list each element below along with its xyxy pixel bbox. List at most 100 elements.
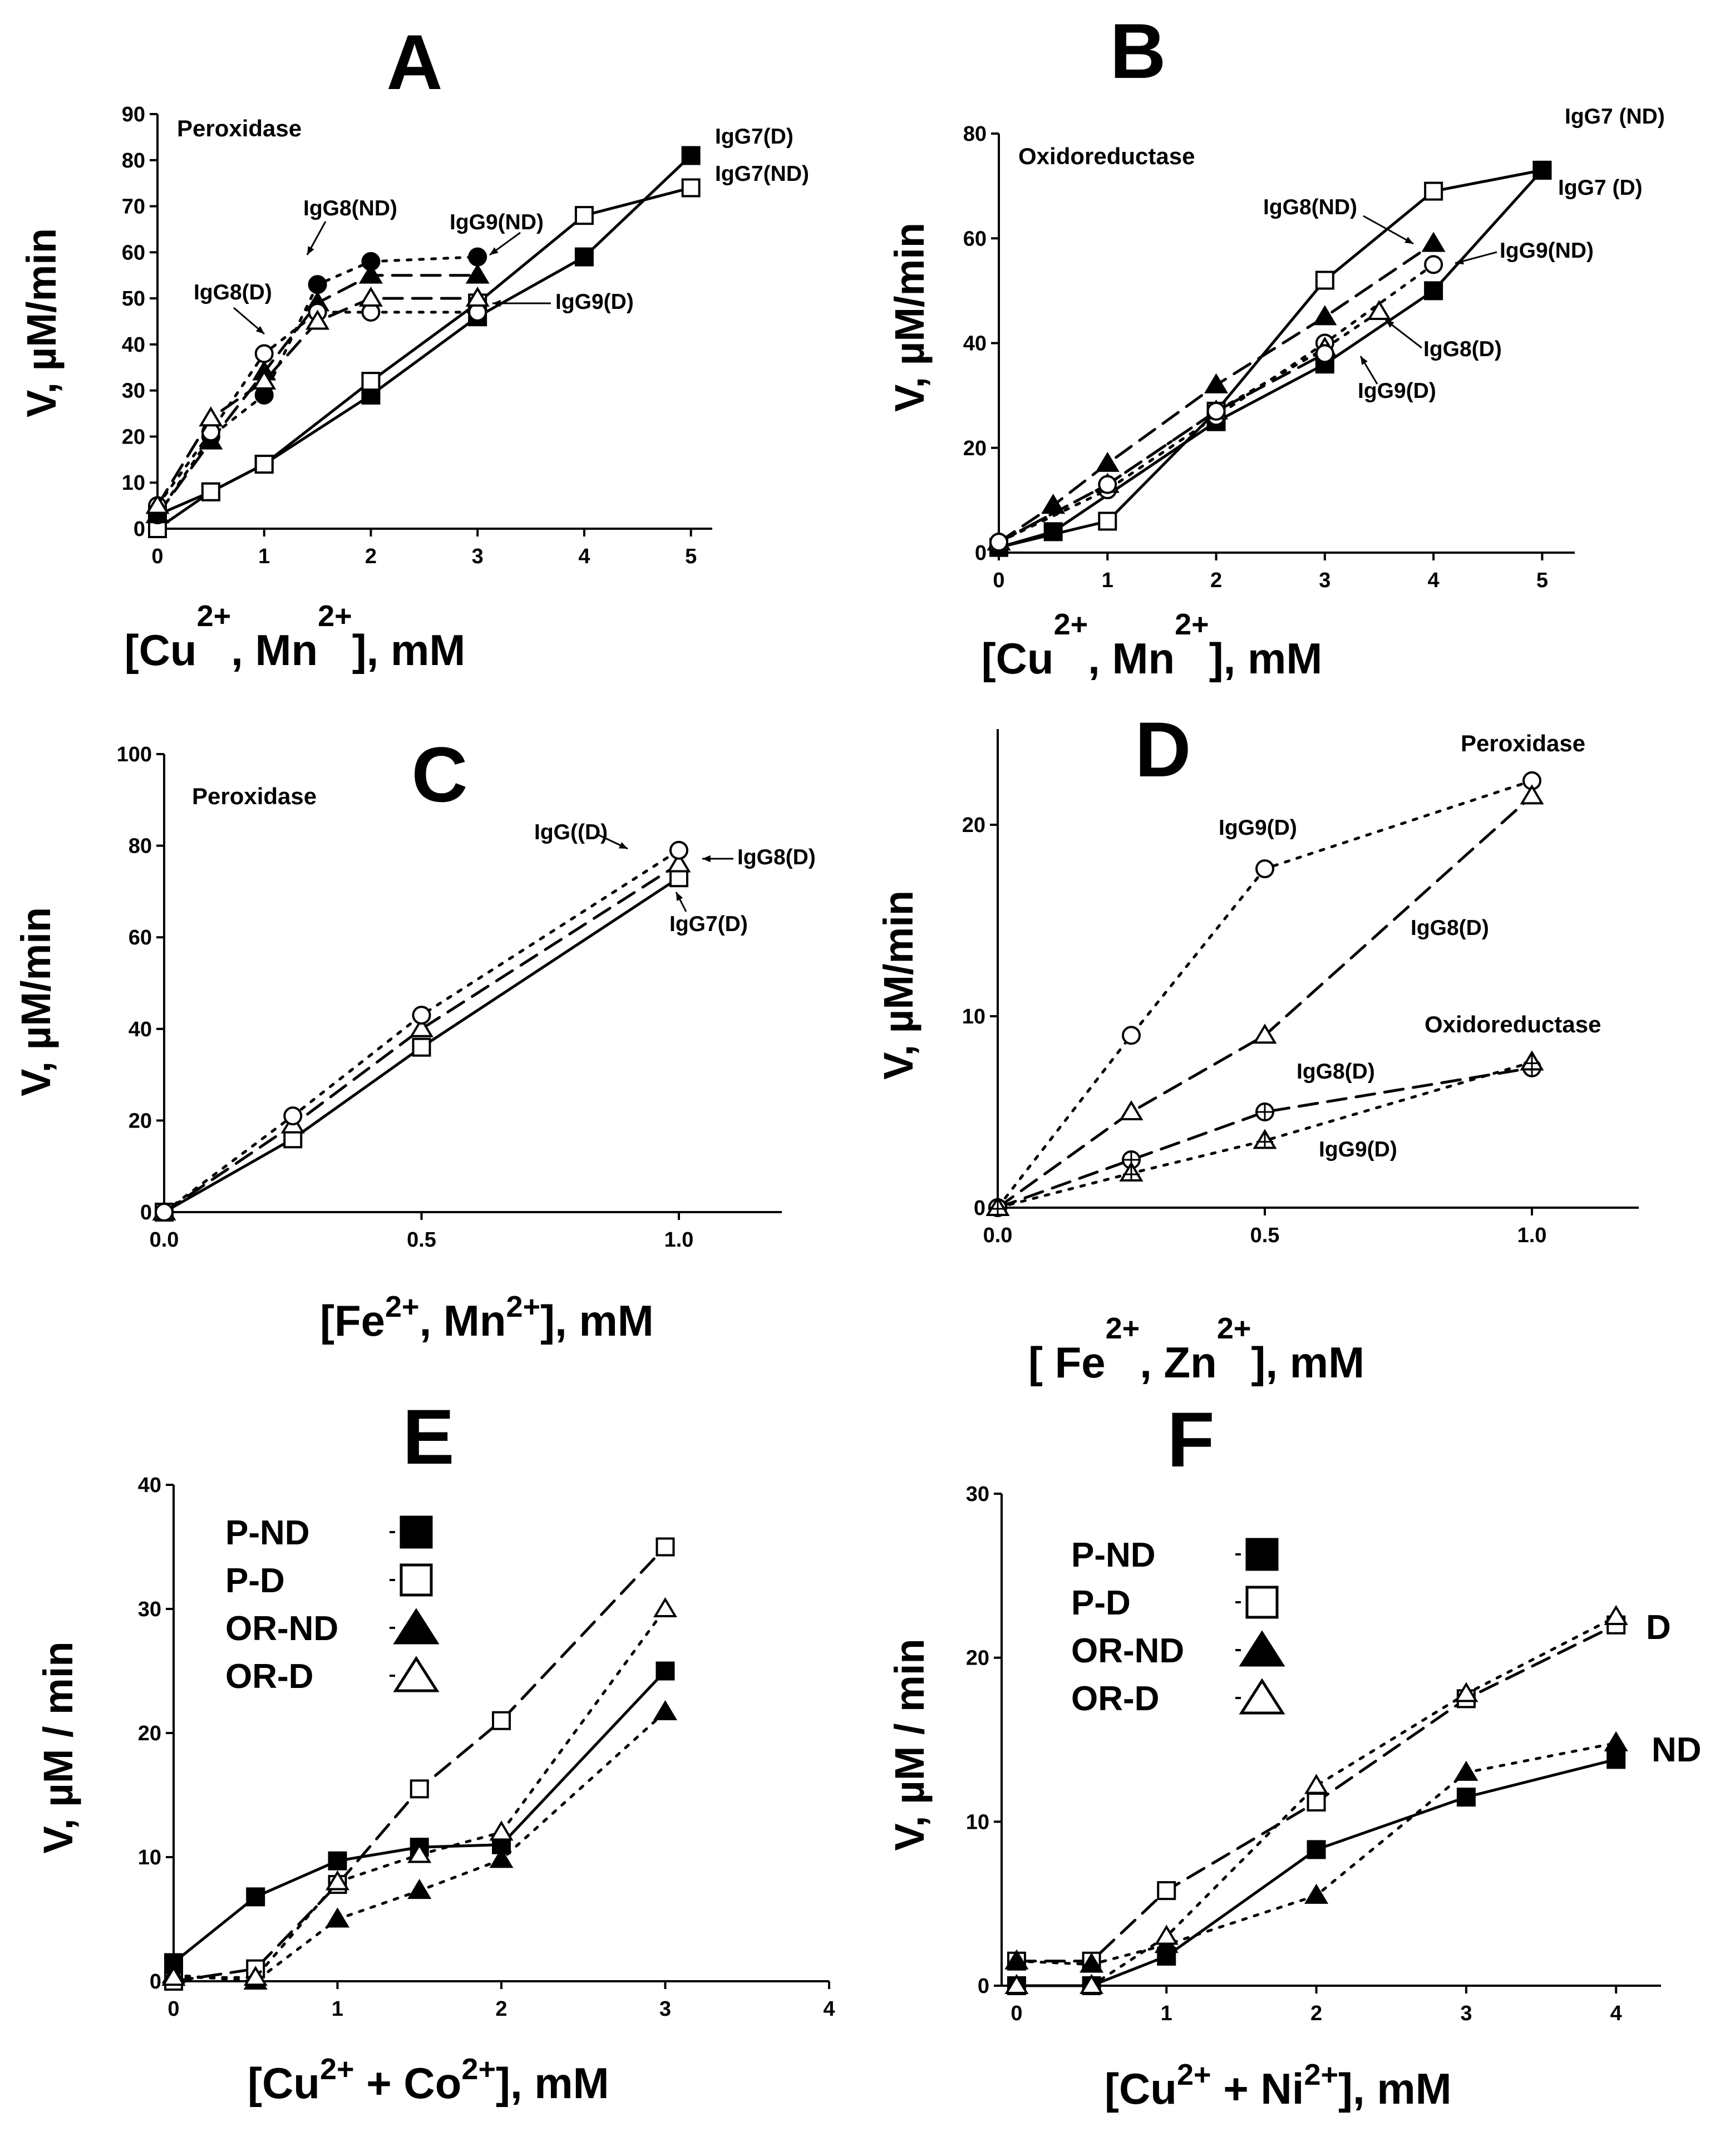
y-axis-label: V, µM/min (875, 890, 921, 1080)
series-line (162, 876, 681, 1214)
annotation: ND (1652, 1731, 1702, 1769)
data-point (308, 275, 327, 294)
data-point (669, 840, 688, 860)
x-tick-label: 3 (1460, 2002, 1472, 2025)
x-tick-label: 2 (1310, 2002, 1322, 2025)
data-point (1532, 160, 1552, 180)
label-arrow-head (676, 892, 683, 901)
x-tick-label: 1 (332, 1997, 343, 2021)
series-label: IgG7 (D) (1558, 176, 1643, 200)
data-point (1157, 1881, 1176, 1901)
legend-label: P-ND (1071, 1536, 1156, 1574)
series-label: IgG9(D) (1319, 1138, 1397, 1161)
x-label-sup: 2+ (461, 2052, 496, 2086)
series-label: IgG8(D) (1411, 916, 1489, 940)
data-point (161, 1966, 186, 1986)
legend-label: P-D (225, 1562, 285, 1600)
y-tick-label: 40 (138, 1474, 161, 1497)
series-label: IgG7 (ND) (1565, 105, 1665, 129)
series-label: IgG9(D) (555, 290, 634, 314)
y-axis-label: V, µM/min (13, 907, 59, 1096)
series-line (156, 297, 479, 508)
data-point (1454, 1682, 1478, 1702)
x-tick-label: 3 (659, 1997, 671, 2021)
data-point (1606, 1750, 1626, 1769)
y-tick-label: 0 (974, 1197, 985, 1220)
x-tick-label: 2 (1210, 569, 1222, 592)
data-point (252, 369, 277, 390)
series-line (1015, 1623, 1618, 1963)
x-tick-label: 4 (823, 1997, 835, 2021)
legend-label: OR-D (225, 1657, 313, 1696)
data-point (465, 286, 490, 307)
series-line (172, 1710, 667, 1983)
legend-marker (1239, 1630, 1285, 1667)
x-label-part: , Mn (420, 1296, 506, 1345)
x-label-sup: 2+ (1106, 1312, 1140, 1345)
data-point (574, 247, 594, 267)
panel-title: F (1167, 1396, 1215, 1483)
panel-note: Peroxidase (192, 783, 317, 809)
series-igg7-d- (155, 868, 688, 1222)
label-arrow-head (1386, 320, 1394, 328)
x-label-sup: 2+ (1177, 2058, 1211, 2091)
x-label-part: [Cu (125, 626, 197, 675)
y-tick-label: 0 (150, 1970, 161, 1993)
x-axis-label: [ Fe2+, Zn2+], mM (1028, 1312, 1364, 1387)
x-axis-label: [Fe2+, Mn2+], mM (320, 1290, 654, 1345)
x-tick-label: 0 (993, 569, 1004, 592)
x-tick-label: 0.5 (1250, 1224, 1280, 1247)
series-line (156, 186, 693, 530)
x-tick-label: 2 (495, 1997, 507, 2021)
data-point (283, 1106, 303, 1126)
data-point (407, 1843, 432, 1863)
x-tick-label: 0 (151, 545, 163, 568)
panel-note: Oxidoreductase (1425, 1011, 1601, 1037)
data-point (1098, 511, 1117, 531)
data-point (492, 1711, 511, 1730)
legend-label: P-ND (225, 1514, 310, 1552)
series-line (156, 311, 479, 508)
x-tick-label: 0.5 (407, 1228, 436, 1252)
data-point (989, 533, 1008, 552)
data-point (1604, 1604, 1628, 1625)
x-axis-label: [Cu2+, Mn2+], mM (982, 608, 1323, 683)
data-point (681, 178, 701, 198)
data-point (1004, 1949, 1029, 1970)
data-point (1424, 255, 1443, 274)
legend-marker (1239, 1678, 1285, 1715)
x-label-part: [Cu (982, 634, 1054, 683)
series-line (996, 794, 1534, 1209)
data-point (489, 1848, 514, 1868)
x-tick-label: 5 (685, 545, 697, 568)
x-label-sup: 2+ (385, 1290, 420, 1323)
x-label-part: [Cu (1105, 2064, 1177, 2113)
series-line (162, 863, 681, 1214)
data-point (667, 852, 691, 873)
data-point (1080, 1973, 1104, 1994)
y-tick-label: 20 (962, 814, 985, 837)
y-axis-label: V, µM / min (35, 1641, 81, 1853)
series-line (162, 849, 681, 1214)
x-label-part: ], mM (1209, 634, 1323, 683)
series-label: IgG((D) (534, 820, 608, 844)
y-tick-label: 10 (962, 1005, 985, 1028)
y-tick-label: 80 (122, 149, 145, 173)
y-tick-label: 20 (966, 1647, 989, 1670)
series-igg7-d- (148, 146, 701, 525)
label-arrow-head (619, 842, 628, 849)
data-point (1154, 1924, 1179, 1945)
y-tick-label: 60 (129, 926, 152, 949)
y-tick-label: 10 (966, 1810, 989, 1834)
label-arrow-head (255, 326, 264, 334)
series-igg7-d- (989, 160, 1552, 557)
y-tick-label: 10 (138, 1846, 161, 1869)
x-label-part: + Ni (1211, 2064, 1304, 2113)
x-tick-label: 3 (472, 545, 484, 568)
y-tick-label: 20 (129, 1109, 152, 1133)
x-label-part: [Cu (248, 2059, 320, 2108)
series-igg9-d-oxidoreductase (985, 1050, 1544, 1216)
series-label: IgG9(D) (1219, 816, 1297, 840)
panel-title: B (1110, 7, 1166, 95)
